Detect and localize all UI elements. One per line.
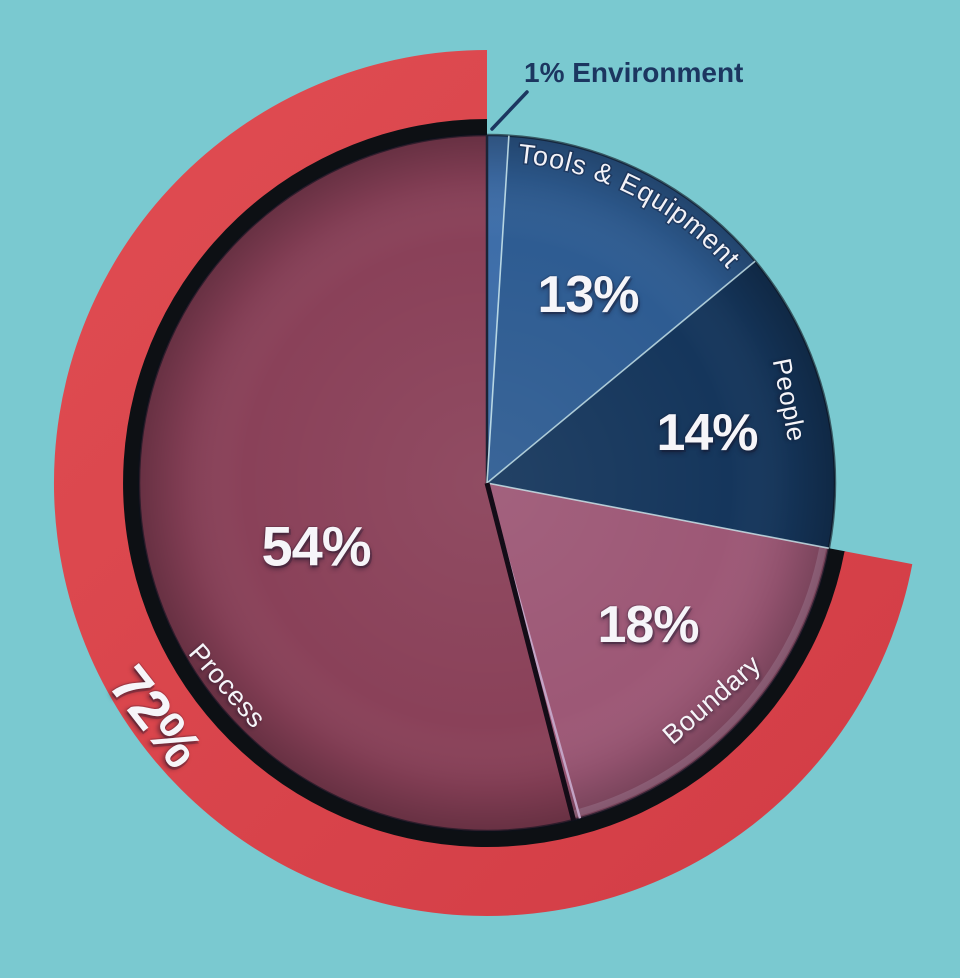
- environment-callout-line: [490, 90, 529, 131]
- slice-divider: [486, 260, 756, 484]
- slice-divider: [486, 135, 510, 484]
- slice-divider: [486, 482, 829, 549]
- slice-divider: [484, 482, 576, 821]
- slice-dividers: [484, 135, 829, 821]
